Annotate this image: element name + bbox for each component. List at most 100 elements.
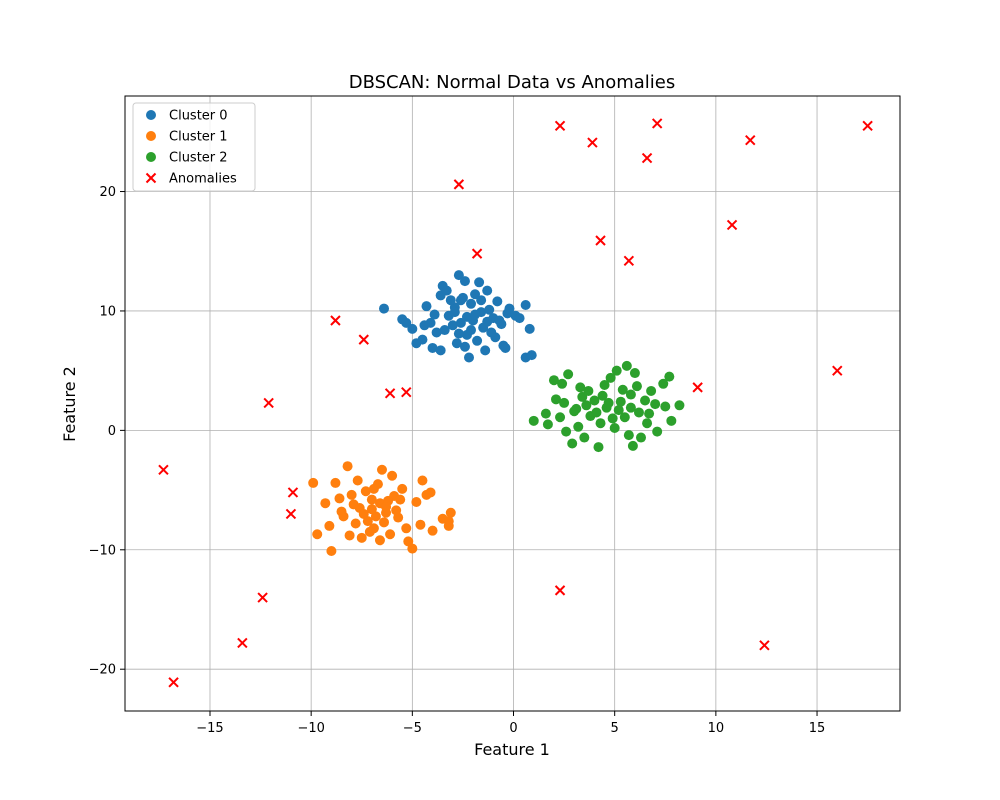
cluster-point: [397, 483, 408, 494]
cluster-point: [646, 385, 657, 396]
cluster-point: [401, 523, 412, 534]
cluster-point: [631, 381, 642, 392]
cluster-point: [633, 407, 644, 418]
cluster-point: [443, 520, 454, 531]
anomaly-point: [554, 120, 566, 132]
cluster-point: [368, 483, 379, 494]
legend-marker: [146, 152, 156, 162]
anomaly-point: [595, 235, 606, 246]
cluster-point: [599, 379, 610, 390]
cluster-point: [603, 397, 614, 408]
cluster-point: [346, 489, 357, 500]
plot-frame: [124, 95, 901, 712]
anomaly-point: [257, 592, 268, 603]
cluster-point: [461, 311, 472, 322]
cluster-point: [445, 507, 456, 518]
cluster-point: [593, 442, 604, 453]
cluster-point: [407, 543, 418, 554]
cluster-point: [429, 309, 440, 320]
anomaly-point: [287, 487, 299, 498]
axis-ticks: −15 −10 −5 0 5 10 15 −20 −10 0 10 20: [89, 185, 826, 736]
cluster-point: [500, 342, 511, 353]
legend: Cluster 0 Cluster 1 Cluster 2 Anomalies: [132, 102, 256, 192]
cluster-point: [395, 494, 406, 505]
cluster-point: [635, 432, 646, 443]
cluster-point: [557, 378, 568, 389]
cluster-point: [431, 327, 442, 338]
cluster-point: [344, 530, 355, 541]
cluster-point: [573, 421, 584, 432]
cluster-point: [609, 422, 620, 433]
cluster-point: [360, 486, 371, 497]
cluster-point: [652, 426, 663, 437]
cluster-point: [419, 320, 430, 331]
cluster-point: [350, 518, 361, 529]
anomaly-point: [384, 388, 396, 399]
x-tick-label: 10: [708, 721, 725, 736]
cluster-point: [435, 345, 446, 356]
cluster-point: [421, 301, 432, 312]
cluster-point: [528, 415, 539, 426]
cluster-point: [425, 487, 436, 498]
x-tick-label: 0: [509, 721, 517, 736]
cluster-point: [472, 335, 483, 346]
cluster-point: [623, 430, 634, 441]
cluster-point: [415, 519, 426, 530]
y-tick-label: 0: [108, 424, 116, 439]
cluster-point: [364, 526, 375, 537]
cluster-point: [474, 277, 485, 288]
x-tick-label: −5: [403, 721, 422, 736]
cluster-point: [417, 475, 428, 486]
cluster-point: [411, 497, 422, 508]
cluster-point: [617, 384, 628, 395]
anomaly-point: [554, 585, 566, 596]
anomaly-point: [237, 637, 248, 649]
y-tick-label: 20: [99, 185, 116, 200]
cluster-point: [459, 276, 470, 287]
cluster-point: [482, 316, 493, 327]
cluster-point: [374, 535, 385, 546]
cluster-point: [387, 470, 398, 481]
cluster-point: [358, 508, 369, 519]
cluster-point: [597, 390, 608, 401]
cluster-point: [674, 400, 685, 411]
cluster-point: [484, 304, 495, 315]
cluster-point: [336, 506, 347, 517]
anomaly-point: [168, 677, 179, 688]
anomaly-point: [745, 134, 756, 146]
cluster-point: [621, 360, 632, 371]
anomaly-point: [401, 386, 412, 398]
cluster-point: [449, 307, 460, 318]
legend-label: Cluster 0: [169, 109, 228, 124]
y-axis-label: Feature 2: [60, 366, 79, 442]
anomaly-point: [358, 334, 369, 345]
cluster-point: [625, 402, 636, 413]
cluster-point: [666, 415, 677, 426]
cluster-point: [644, 408, 655, 419]
cluster-point: [514, 313, 525, 324]
legend-label: Anomalies: [169, 172, 237, 187]
data-points: [158, 118, 873, 688]
cluster-point: [308, 477, 319, 488]
cluster-point: [548, 375, 559, 386]
anomaly-point: [263, 397, 274, 409]
cluster-point: [370, 511, 381, 522]
cluster-point: [581, 400, 592, 411]
cluster-point: [589, 395, 600, 406]
anomaly-point: [862, 120, 873, 132]
cluster-point: [595, 418, 606, 429]
cluster-point: [441, 285, 452, 296]
cluster-point: [455, 295, 466, 306]
cluster-point: [486, 327, 497, 338]
cluster-point: [376, 464, 387, 475]
cluster-point: [575, 382, 586, 393]
legend-box: [132, 102, 256, 192]
cluster-point: [569, 406, 580, 417]
legend-marker: [145, 172, 157, 184]
anomaly-point: [330, 315, 341, 326]
cluster-point: [407, 323, 418, 334]
cluster-point: [447, 320, 458, 331]
y-tick-label: −10: [89, 543, 116, 558]
y-tick-label: 10: [99, 304, 116, 319]
cluster-point: [385, 529, 396, 540]
